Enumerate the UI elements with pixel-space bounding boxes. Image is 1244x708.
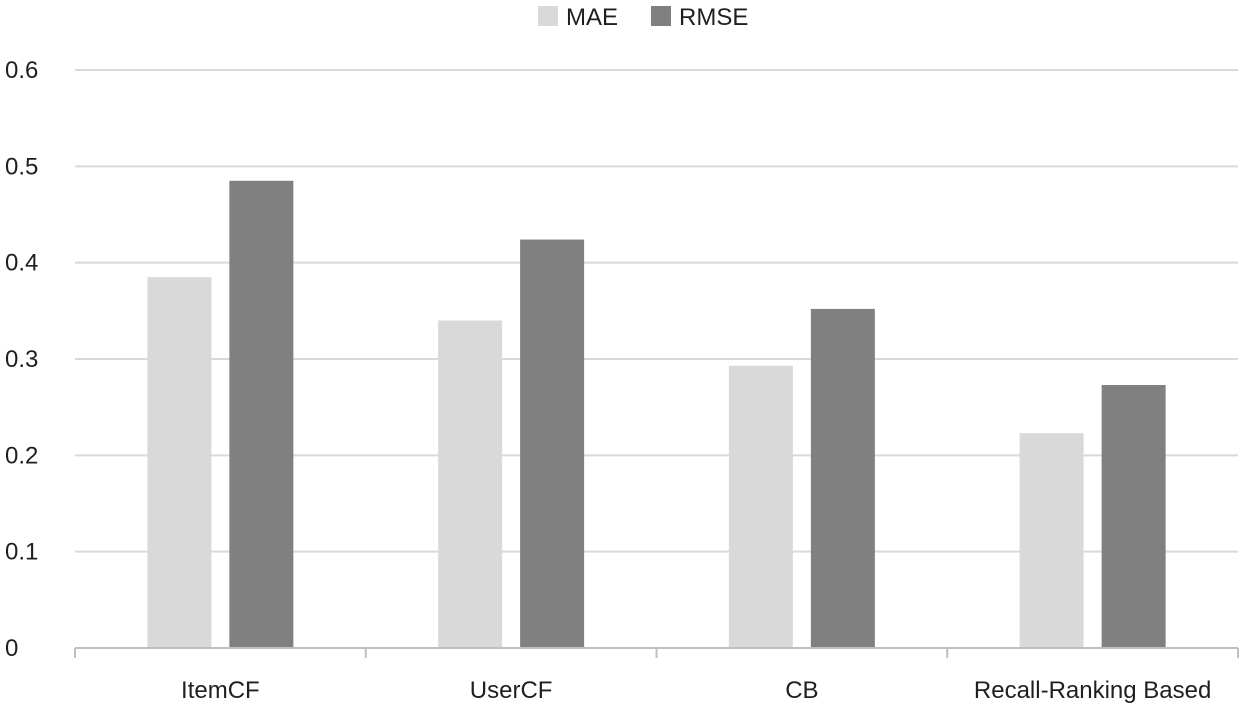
y-tick-label: 0.1 (5, 539, 38, 566)
x-category-label: CB (785, 677, 818, 704)
bars (147, 180, 1166, 649)
y-tick-label: 0 (5, 635, 18, 662)
x-category-label: UserCF (470, 677, 553, 704)
legend-swatch-rmse (651, 6, 671, 26)
bar-rmse-itemcf (229, 180, 294, 649)
legend: MAE RMSE (538, 4, 748, 31)
y-tick-label: 0.5 (5, 153, 38, 180)
bar-mae-itemcf (147, 277, 212, 648)
bar-mae-recall-ranking-based (1019, 433, 1084, 648)
y-axis-tick-labels: 0 0.1 0.2 0.3 0.4 0.5 0.6 (5, 57, 38, 662)
legend-swatch-mae (538, 6, 558, 26)
legend-label-mae: MAE (566, 4, 618, 31)
y-tick-label: 0.4 (5, 250, 38, 277)
y-tick-label: 0.2 (5, 442, 38, 469)
x-category-label: ItemCF (181, 677, 260, 704)
x-axis-category-labels: ItemCF UserCF CB Recall-Ranking Based (181, 677, 1211, 704)
y-tick-label: 0.3 (5, 346, 38, 373)
y-tick-label: 0.6 (5, 57, 38, 84)
bar-mae-cb (728, 365, 793, 648)
legend-label-rmse: RMSE (679, 4, 748, 31)
x-axis (74, 647, 1239, 658)
bar-rmse-recall-ranking-based (1101, 385, 1166, 648)
x-category-label: Recall-Ranking Based (974, 677, 1211, 704)
bar-mae-usercf (438, 320, 503, 648)
bar-rmse-usercf (520, 239, 585, 648)
bar-rmse-cb (810, 308, 875, 648)
